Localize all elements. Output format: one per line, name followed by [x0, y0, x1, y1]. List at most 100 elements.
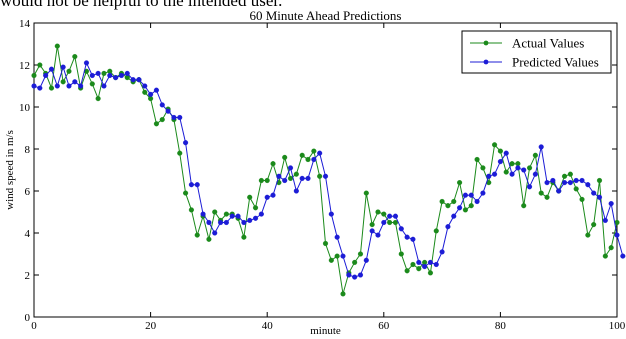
data-point	[37, 62, 43, 68]
data-point	[462, 192, 468, 198]
data-point	[171, 114, 177, 121]
data-point	[614, 232, 620, 238]
truncated-body-text: would not be helpful to the intended use…	[0, 0, 283, 10]
data-point	[579, 196, 585, 202]
data-point	[72, 79, 78, 85]
data-point	[66, 83, 72, 89]
data-point	[130, 77, 136, 83]
data-point	[107, 72, 113, 79]
data-point	[142, 89, 148, 95]
data-point	[544, 180, 550, 186]
data-point	[101, 83, 107, 89]
data-point	[113, 75, 119, 81]
data-point	[474, 156, 480, 163]
data-point	[136, 77, 142, 83]
data-point	[165, 108, 171, 114]
data-point	[305, 156, 311, 163]
data-point	[194, 182, 200, 188]
data-point	[375, 232, 381, 238]
legend-entry: Predicted Values	[470, 55, 599, 70]
data-point	[60, 79, 66, 85]
data-point	[101, 70, 107, 76]
data-point	[311, 156, 317, 163]
y-axis: 0 2 4 6 8 10 12 14	[19, 18, 617, 324]
data-point	[48, 66, 55, 72]
data-point	[468, 203, 474, 209]
data-point	[509, 171, 515, 177]
data-point	[544, 194, 550, 200]
data-point	[317, 173, 323, 179]
data-point	[177, 114, 183, 121]
data-point	[317, 150, 323, 156]
data-point	[591, 222, 597, 228]
data-point	[585, 182, 591, 188]
data-point	[89, 72, 95, 79]
x-tick-label: 60	[378, 320, 390, 332]
data-point	[287, 165, 294, 171]
data-point	[457, 180, 463, 186]
data-point	[194, 232, 200, 238]
data-point	[567, 171, 573, 177]
data-point	[357, 272, 364, 278]
data-point	[43, 72, 49, 79]
data-point	[363, 190, 369, 196]
data-point	[532, 152, 538, 158]
legend: Actual Values Predicted Values	[461, 30, 612, 74]
data-point	[95, 96, 101, 102]
data-point	[60, 64, 66, 70]
legend-box	[461, 30, 612, 74]
data-point	[521, 203, 527, 209]
data-point	[252, 205, 259, 211]
data-point	[457, 205, 463, 211]
data-point	[363, 257, 369, 263]
data-point	[83, 60, 90, 66]
legend-entry: Actual Values	[470, 36, 584, 51]
data-point	[188, 182, 194, 188]
data-point	[550, 177, 556, 184]
y-tick-label: 10	[19, 102, 31, 114]
data-point	[416, 259, 422, 265]
series-actual-values	[31, 43, 620, 297]
data-point	[282, 177, 288, 184]
legend-label: Predicted Values	[512, 55, 599, 70]
data-point	[334, 234, 340, 240]
data-point	[497, 159, 503, 165]
data-point	[602, 253, 608, 259]
x-tick-label: 40	[262, 320, 274, 332]
data-point	[573, 186, 579, 192]
data-point	[118, 72, 124, 79]
data-point	[532, 171, 538, 177]
data-point	[567, 180, 573, 186]
data-point	[602, 217, 608, 223]
data-point	[78, 83, 84, 89]
y-tick-label: 6	[25, 186, 31, 198]
data-point	[596, 177, 603, 184]
data-point	[462, 207, 468, 213]
data-point	[526, 165, 533, 171]
data-point	[153, 121, 159, 127]
chart-title: 60 Minute Ahead Predictions	[249, 8, 401, 23]
data-point	[427, 270, 433, 276]
data-point	[486, 173, 492, 179]
y-tick-label: 14	[19, 18, 31, 30]
data-point	[188, 207, 194, 213]
data-point	[492, 142, 498, 148]
y-tick-label: 4	[25, 228, 31, 240]
plot-frame	[33, 22, 618, 318]
data-point	[264, 177, 270, 184]
data-point	[241, 234, 247, 240]
data-point	[503, 150, 509, 156]
series-line	[33, 61, 624, 278]
data-point	[66, 68, 72, 74]
data-point	[509, 161, 515, 167]
data-point	[241, 219, 247, 226]
data-point	[89, 81, 95, 87]
data-point	[148, 91, 154, 97]
data-point	[48, 85, 55, 91]
data-point	[468, 192, 474, 198]
data-point	[503, 169, 509, 175]
data-point	[276, 173, 282, 179]
data-point	[334, 253, 340, 259]
x-tick-label: 20	[145, 320, 157, 332]
